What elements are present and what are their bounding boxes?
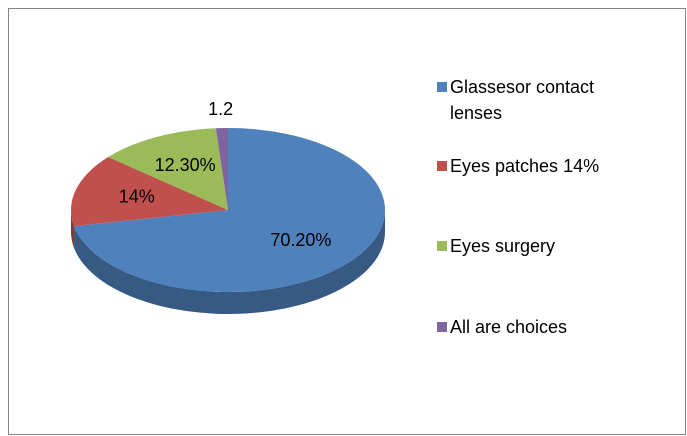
pie-slice <box>74 128 386 292</box>
pie-slice-side <box>74 210 386 314</box>
legend-item: Eyes surgery <box>437 233 677 259</box>
legend-label: Eyes surgery <box>450 236 556 256</box>
pie-slice-side <box>71 210 75 249</box>
legend-swatch <box>437 161 447 171</box>
legend-item: All are choices <box>437 314 677 340</box>
legend-swatch <box>437 241 447 251</box>
legend-item: Eyes patches 14% <box>437 153 677 179</box>
legend-label: Glassesor contact lenses <box>450 77 595 123</box>
legend-item: Glassesor contact lenses <box>437 74 677 126</box>
legend-swatch <box>437 82 447 92</box>
legend-swatch <box>437 322 447 332</box>
data-label: 1.2 <box>208 99 233 119</box>
legend-label: All are choices <box>450 317 568 337</box>
legend-label: Eyes patches 14% <box>450 156 600 176</box>
data-label: 70.20% <box>270 230 331 250</box>
pie-slice <box>215 128 228 210</box>
data-label: 12.30% <box>155 155 216 175</box>
pie-slice <box>71 157 228 227</box>
pie-slice <box>108 128 228 210</box>
data-label: 14% <box>119 186 155 206</box>
